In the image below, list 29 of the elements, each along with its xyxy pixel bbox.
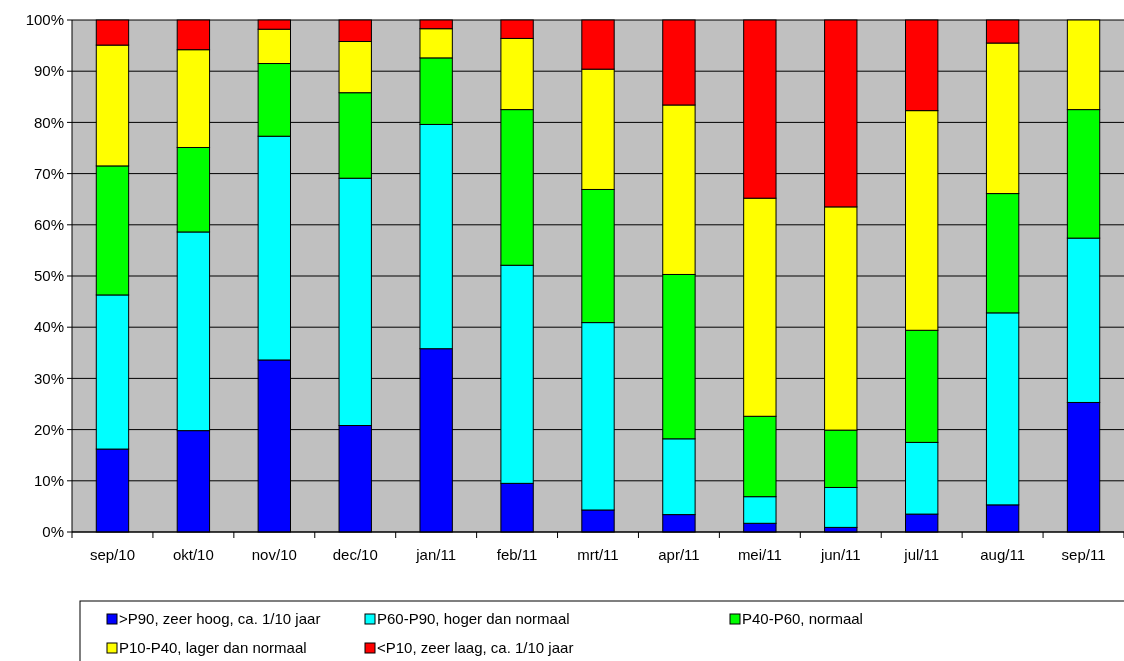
- y-tick-label: 50%: [33, 267, 64, 285]
- x-tick-label: jun/11: [819, 546, 861, 563]
- x-tick-label: sep/10: [89, 546, 135, 563]
- y-tick-label: 30%: [33, 369, 64, 387]
- y-tick-label: 70%: [33, 164, 64, 182]
- x-tick-label: apr/11: [658, 546, 700, 563]
- x-tick-label: mei/11: [737, 546, 782, 563]
- y-tick-label: 100%: [25, 11, 64, 29]
- x-tick-label: okt/10: [172, 546, 214, 563]
- y-tick-label: 80%: [33, 113, 64, 131]
- x-tick-label: mrt/11: [577, 546, 619, 563]
- y-tick-label: 0%: [42, 523, 64, 541]
- y-tick-label: 10%: [33, 472, 64, 490]
- y-tick-label: 60%: [33, 216, 64, 234]
- x-tick-label: sep/11: [1061, 546, 1106, 563]
- legend-label: P10-P40, lager dan normaal: [119, 639, 307, 657]
- legend-label: P60-P90, hoger dan normaal: [377, 610, 570, 628]
- x-tick-label: jul/11: [903, 546, 940, 563]
- y-tick-label: 20%: [33, 420, 64, 438]
- x-tick-label: jan/11: [415, 546, 457, 563]
- x-tick-label: aug/11: [980, 546, 1025, 563]
- legend-label: P40-P60, normaal: [742, 610, 863, 628]
- y-tick-label: 40%: [33, 318, 64, 336]
- x-tick-label: feb/11: [496, 546, 538, 563]
- legend-label: >P90, zeer hoog, ca. 1/10 jaar: [119, 610, 321, 628]
- legend-label: <P10, zeer laag, ca. 1/10 jaar: [377, 639, 574, 657]
- x-tick-label: dec/10: [332, 546, 378, 563]
- x-tick-label: nov/10: [251, 546, 297, 563]
- y-tick-label: 90%: [33, 62, 64, 80]
